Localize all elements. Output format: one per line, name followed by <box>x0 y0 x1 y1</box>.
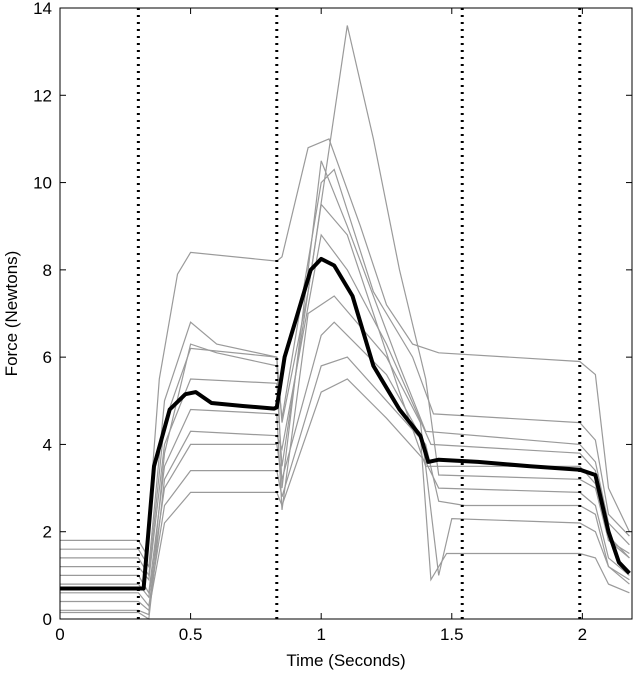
trial-force-line-2 <box>60 25 630 569</box>
y-tick-label: 14 <box>33 0 52 18</box>
x-tick-label: 0 <box>55 625 64 644</box>
trial-force-line-9 <box>60 168 630 616</box>
y-tick-label: 0 <box>43 610 52 629</box>
trial-force-line-3 <box>60 160 630 578</box>
y-tick-label: 12 <box>33 86 52 105</box>
x-tick-label: 1.5 <box>440 625 464 644</box>
trial-series-layer <box>60 25 630 621</box>
x-tick-label: 1 <box>316 625 325 644</box>
plot-frame <box>59 7 633 620</box>
y-tick-label: 10 <box>33 174 52 193</box>
x-tick-label: 2 <box>578 625 587 644</box>
trial-force-line-7 <box>60 356 630 608</box>
mean-force-line <box>60 256 631 591</box>
trial-force-line-1 <box>60 138 630 556</box>
y-tick-label: 2 <box>43 523 52 542</box>
x-axis-label: Time (Seconds) <box>286 651 405 670</box>
y-tick-label: 6 <box>43 348 52 367</box>
y-tick-label: 4 <box>43 435 52 454</box>
x-tick-label: 0.5 <box>179 625 203 644</box>
trial-force-line-8 <box>60 378 630 612</box>
y-axis-label: Force (Newtons) <box>2 251 21 377</box>
mean-series-layer <box>60 256 631 591</box>
y-axis-ticks: 0 2 4 6 8 10 12 14 <box>33 0 632 629</box>
trial-force-line-4 <box>60 203 630 582</box>
x-axis-ticks: 0 0.5 1 1.5 2 <box>55 8 587 644</box>
y-tick-label: 8 <box>43 261 52 280</box>
trial-force-line-10 <box>60 233 630 621</box>
